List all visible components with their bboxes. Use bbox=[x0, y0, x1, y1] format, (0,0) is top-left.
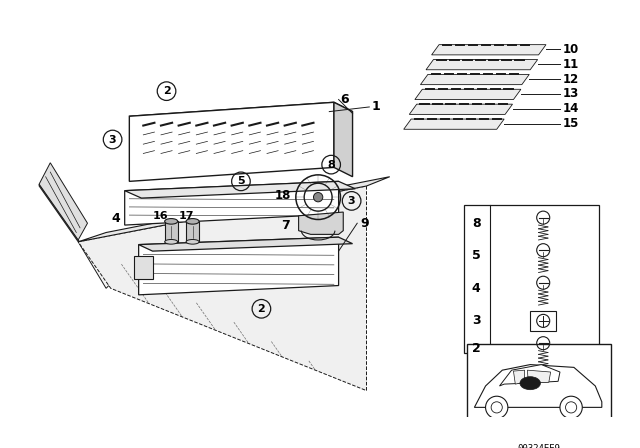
Text: 5: 5 bbox=[237, 177, 244, 186]
Polygon shape bbox=[415, 89, 521, 99]
Text: 3: 3 bbox=[472, 314, 481, 327]
Polygon shape bbox=[139, 237, 339, 295]
Text: 16: 16 bbox=[152, 211, 168, 221]
Polygon shape bbox=[426, 60, 538, 70]
Text: 4: 4 bbox=[111, 212, 120, 225]
Polygon shape bbox=[410, 104, 513, 114]
Text: 7: 7 bbox=[282, 219, 290, 232]
Ellipse shape bbox=[520, 377, 540, 390]
Polygon shape bbox=[499, 365, 560, 386]
Ellipse shape bbox=[164, 240, 178, 244]
Polygon shape bbox=[474, 365, 602, 407]
Polygon shape bbox=[78, 177, 390, 242]
Polygon shape bbox=[420, 74, 529, 85]
Text: 10: 10 bbox=[563, 43, 579, 56]
Text: 2: 2 bbox=[472, 342, 481, 355]
Polygon shape bbox=[431, 45, 546, 55]
Polygon shape bbox=[299, 212, 343, 234]
Text: 1: 1 bbox=[371, 100, 380, 113]
Text: 6: 6 bbox=[340, 93, 349, 106]
Polygon shape bbox=[334, 102, 353, 177]
Text: 8: 8 bbox=[327, 159, 335, 170]
Text: 9: 9 bbox=[360, 217, 369, 230]
Text: 00324EE9: 00324EE9 bbox=[517, 444, 560, 448]
Polygon shape bbox=[129, 102, 334, 181]
Bar bbox=[464, 205, 599, 353]
Text: 17: 17 bbox=[179, 211, 194, 221]
Polygon shape bbox=[404, 119, 504, 129]
Ellipse shape bbox=[186, 219, 199, 224]
Text: 15: 15 bbox=[563, 117, 579, 130]
Circle shape bbox=[560, 396, 582, 418]
Polygon shape bbox=[125, 181, 355, 198]
Text: 2: 2 bbox=[257, 304, 266, 314]
Bar bbox=[186, 221, 199, 242]
Bar bbox=[164, 221, 178, 242]
Text: 11: 11 bbox=[563, 58, 579, 71]
Text: 3: 3 bbox=[109, 134, 116, 145]
Ellipse shape bbox=[164, 219, 178, 224]
Text: 3: 3 bbox=[348, 196, 355, 206]
Text: 5: 5 bbox=[472, 249, 481, 262]
Polygon shape bbox=[139, 237, 353, 251]
Polygon shape bbox=[78, 186, 367, 391]
Text: 18: 18 bbox=[275, 189, 291, 202]
Text: 12: 12 bbox=[563, 73, 579, 86]
Text: 4: 4 bbox=[472, 282, 481, 295]
Polygon shape bbox=[39, 184, 111, 289]
Circle shape bbox=[314, 193, 323, 202]
Text: 14: 14 bbox=[563, 102, 579, 115]
Text: 13: 13 bbox=[563, 87, 579, 100]
Polygon shape bbox=[513, 370, 525, 384]
Text: 2: 2 bbox=[163, 86, 170, 96]
Polygon shape bbox=[39, 163, 88, 240]
Polygon shape bbox=[125, 181, 339, 225]
Polygon shape bbox=[527, 370, 550, 383]
Text: 8: 8 bbox=[472, 217, 481, 230]
Bar bbox=[467, 344, 611, 432]
Polygon shape bbox=[129, 102, 353, 125]
Polygon shape bbox=[134, 256, 152, 279]
Ellipse shape bbox=[186, 240, 199, 244]
Circle shape bbox=[486, 396, 508, 418]
Bar bbox=[530, 310, 556, 331]
